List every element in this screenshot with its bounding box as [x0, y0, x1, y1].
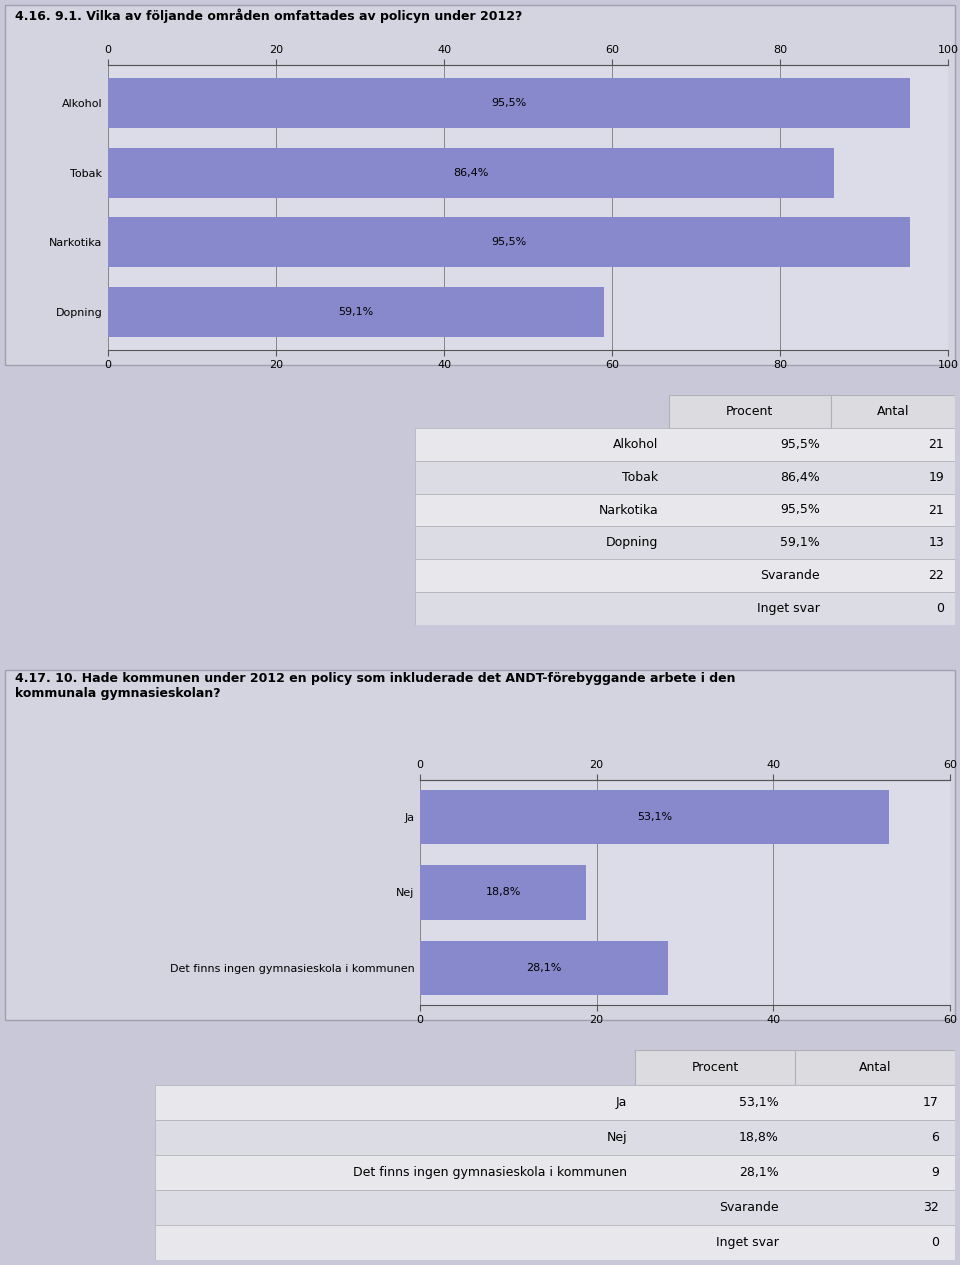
- Bar: [415, 559, 955, 592]
- Bar: [155, 1120, 955, 1155]
- Bar: [155, 1190, 955, 1225]
- Text: 21: 21: [928, 503, 945, 516]
- Text: 28,1%: 28,1%: [526, 963, 562, 973]
- Text: 21: 21: [928, 438, 945, 450]
- Bar: [108, 148, 833, 197]
- Text: Svarande: Svarande: [760, 569, 820, 582]
- Text: Alkohol: Alkohol: [612, 438, 658, 450]
- Text: Nej: Nej: [607, 1131, 627, 1144]
- Text: 86,4%: 86,4%: [453, 168, 489, 177]
- Bar: [108, 218, 910, 267]
- Bar: [830, 395, 955, 428]
- Text: 53,1%: 53,1%: [739, 1095, 779, 1109]
- Text: 22: 22: [928, 569, 945, 582]
- Text: Det finns ingen gymnasieskola i kommunen: Det finns ingen gymnasieskola i kommunen: [353, 1166, 627, 1179]
- Bar: [635, 1050, 795, 1085]
- Text: Inget svar: Inget svar: [757, 602, 820, 615]
- Text: 9: 9: [931, 1166, 939, 1179]
- Bar: [415, 428, 955, 460]
- Bar: [420, 865, 586, 920]
- Text: 6: 6: [931, 1131, 939, 1144]
- Text: Antal: Antal: [876, 405, 909, 417]
- Text: Antal: Antal: [859, 1061, 891, 1074]
- Text: 95,5%: 95,5%: [780, 438, 820, 450]
- Bar: [420, 941, 668, 994]
- Text: 17: 17: [924, 1095, 939, 1109]
- Text: 95,5%: 95,5%: [780, 503, 820, 516]
- Text: 32: 32: [924, 1200, 939, 1214]
- Text: 18,8%: 18,8%: [739, 1131, 779, 1144]
- Text: 0: 0: [931, 1236, 939, 1249]
- Bar: [415, 526, 955, 559]
- Text: 4.16. 9.1. Vilka av följande områden omfattades av policyn under 2012?: 4.16. 9.1. Vilka av följande områden omf…: [14, 8, 522, 23]
- Text: Tobak: Tobak: [622, 471, 658, 483]
- Bar: [155, 1225, 955, 1260]
- Text: Ja: Ja: [615, 1095, 627, 1109]
- Text: 0: 0: [936, 602, 945, 615]
- Bar: [415, 592, 955, 625]
- Text: 4.17. 10. Hade kommunen under 2012 en policy som inkluderade det ANDT-förebyggan: 4.17. 10. Hade kommunen under 2012 en po…: [14, 672, 735, 700]
- Text: 86,4%: 86,4%: [780, 471, 820, 483]
- Bar: [795, 1050, 955, 1085]
- Text: 19: 19: [928, 471, 945, 483]
- Bar: [155, 1085, 955, 1120]
- Text: 95,5%: 95,5%: [492, 97, 527, 108]
- Text: Procent: Procent: [691, 1061, 738, 1074]
- Text: 28,1%: 28,1%: [739, 1166, 779, 1179]
- Text: Inget svar: Inget svar: [716, 1236, 779, 1249]
- Text: 59,1%: 59,1%: [339, 307, 373, 318]
- Bar: [155, 1155, 955, 1190]
- Bar: [669, 395, 830, 428]
- Text: Narkotika: Narkotika: [598, 503, 658, 516]
- Text: 13: 13: [928, 536, 945, 549]
- Text: 95,5%: 95,5%: [492, 238, 527, 248]
- Bar: [415, 460, 955, 493]
- Text: 59,1%: 59,1%: [780, 536, 820, 549]
- Bar: [108, 78, 910, 128]
- Text: Procent: Procent: [726, 405, 774, 417]
- Bar: [420, 791, 889, 844]
- Bar: [415, 493, 955, 526]
- Bar: [108, 287, 605, 336]
- Text: 53,1%: 53,1%: [637, 812, 672, 822]
- Text: Dopning: Dopning: [606, 536, 658, 549]
- Text: Svarande: Svarande: [719, 1200, 779, 1214]
- Text: 18,8%: 18,8%: [486, 888, 520, 897]
